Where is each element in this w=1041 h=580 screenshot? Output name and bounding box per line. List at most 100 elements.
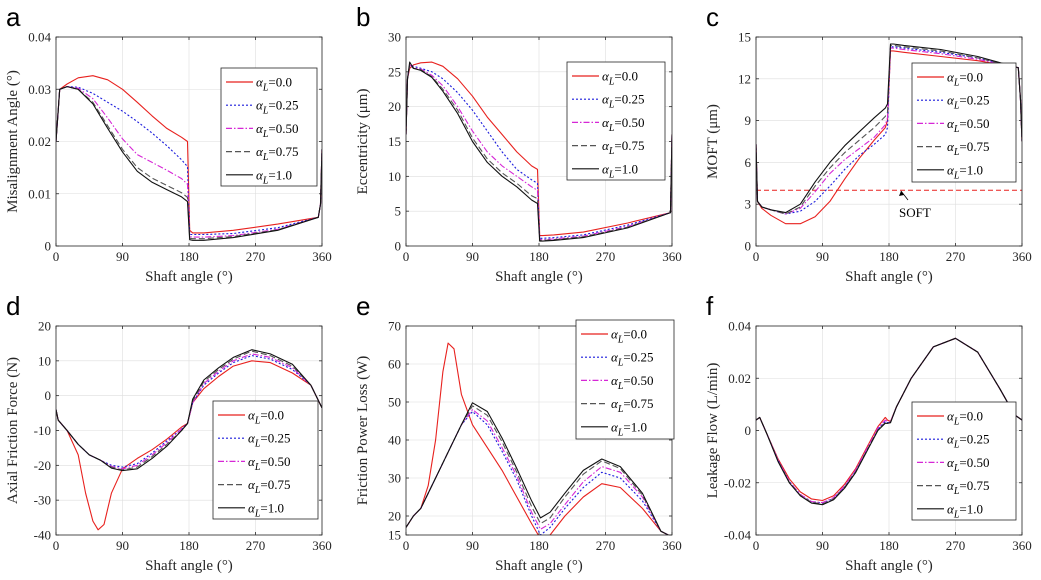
legend-alpha: α [256,167,264,182]
legend-entry-label: αL=0.0 [947,70,983,89]
legend-value: =0.75 [623,396,653,411]
legend-subscript: L [953,440,960,451]
legend-entry-label: αL=1.0 [947,162,983,181]
legend-subscript: L [953,486,960,497]
legend-alpha: α [602,138,610,153]
legend-subscript: L [953,124,960,135]
legend-value: =0.50 [614,115,644,130]
legend-subscript: L [254,462,261,473]
y-axis-title: Leakage Flow (L/min) [705,363,721,499]
y-tick-label: 3 [745,197,752,212]
series-line [56,360,322,531]
legend-value: =0.50 [959,455,989,470]
y-tick-label: 5 [395,204,402,219]
legend-alpha: α [611,350,619,365]
legend-entry-label: αL=0.75 [256,144,298,163]
legend-entry-label: αL=0.50 [947,116,989,135]
legend-subscript: L [608,77,615,88]
series-line [56,86,322,238]
y-tick-label: 0 [395,239,402,254]
x-tick-label: 270 [596,538,616,553]
y-tick-label: 0.02 [28,134,51,149]
legend-subscript: L [617,381,624,392]
legend-subscript: L [262,152,269,163]
y-tick-label: -30 [34,493,51,508]
legend-subscript: L [617,404,624,415]
panel-b: b 0 90 180 270 360 0 5 10 15 20 25 30 Shaft angle (°)… [355,2,682,285]
legend-value: =0.75 [614,138,644,153]
legend-entry-label: αL=0.50 [947,455,989,474]
legend-subscript: L [953,101,960,112]
legend-subscript: L [953,509,960,520]
series-line [756,50,1022,225]
legend-value: =0.0 [268,75,292,90]
legend-entry-label: αL=1.0 [947,501,983,520]
panel-a: a 0 90 180 270 360 0 0.01 0.02 0.03 0.04 Shaft angl… [5,2,332,285]
series-line [756,337,1022,504]
legend-entry-label: αL=0.0 [256,75,292,94]
annotation-arrow [900,190,909,201]
legend-subscript: L [254,416,261,427]
legend-alpha: α [256,144,264,159]
legend-value: =0.25 [614,92,644,107]
y-tick-label: 30 [388,30,401,45]
series-group [56,349,322,531]
legend-entry-label: αL=0.75 [947,478,989,497]
legend-subscript: L [617,358,624,369]
series-line [406,64,672,241]
legend-alpha: α [256,98,264,113]
axes-box [55,325,323,536]
legend-entry-label: αL=0.50 [248,454,290,473]
y-tick-label: 20 [388,99,401,114]
legend-subscript: L [953,170,960,181]
soft-annotation-label: SOFT [899,205,931,220]
x-tick-label: 180 [529,538,549,553]
legend-box [566,61,666,181]
series-group [756,43,1022,225]
x-tick-label: 0 [53,538,60,553]
y-tick-label: 20 [388,509,401,524]
legend-value: =0.0 [614,69,638,84]
series-line [406,402,670,535]
legend-subscript: L [254,485,261,496]
x-tick-label: 360 [662,249,682,264]
legend-alpha: α [611,396,619,411]
axes-box [755,36,1023,247]
legend-alpha: α [248,454,256,469]
legend-value: =1.0 [623,419,647,434]
x-axis-title: Shaft angle (°) [145,558,233,574]
x-tick-label: 90 [116,249,129,264]
panel-e: e 0 90 180 270 360 15 20 30 40 50 60 70 Shaft angle (… [355,291,682,574]
y-tick-label: 0 [45,388,52,403]
y-tick-label: 70 [388,319,401,334]
legend-alpha: α [256,121,264,136]
legend-value: =0.25 [959,93,989,108]
legend-subscript: L [608,100,615,111]
x-tick-label: 180 [879,249,899,264]
legend-value: =0.75 [959,478,989,493]
legend-alpha: α [947,455,955,470]
legend-alpha: α [602,69,610,84]
panel-letter: a [6,2,21,32]
legend-subscript: L [262,129,269,140]
legend-alpha: α [947,139,955,154]
legend-value: =1.0 [268,167,292,182]
legend-subscript: L [608,123,615,134]
legend-entry-label: αL=0.75 [611,396,653,415]
x-tick-label: 0 [753,538,760,553]
legend-alpha: α [602,115,610,130]
legend-alpha: α [602,161,610,176]
x-tick-label: 270 [246,538,266,553]
y-tick-label: -40 [34,528,51,543]
series-line [56,86,322,236]
panel-letter: d [6,291,20,321]
x-tick-label: 270 [946,538,966,553]
legend-value: =0.25 [260,431,290,446]
legend-alpha: α [947,478,955,493]
legend-entry-label: αL=0.75 [947,139,989,158]
x-tick-label: 0 [753,249,760,264]
legend-value: =0.25 [623,350,653,365]
y-tick-label: 60 [388,357,401,372]
legend-alpha: α [947,409,955,424]
